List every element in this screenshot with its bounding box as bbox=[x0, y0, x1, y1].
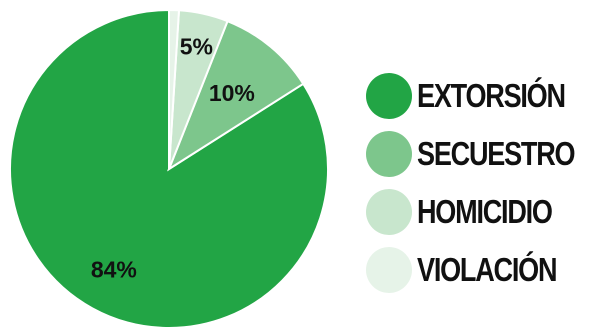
legend-item-extorsion: EXTORSIÓN bbox=[366, 67, 604, 125]
legend-swatch-extorsion bbox=[366, 73, 412, 119]
legend-item-homicidio: HOMICIDIO bbox=[366, 183, 604, 241]
data-label-homicidio: 5% bbox=[180, 33, 213, 59]
legend-label-homicidio: HOMICIDIO bbox=[417, 193, 553, 230]
legend-swatch-secuestro bbox=[366, 131, 412, 177]
legend-label-extorsion: EXTORSIÓN bbox=[417, 77, 566, 114]
legend-label-secuestro: SECUESTRO bbox=[417, 135, 576, 172]
pie-slice-secuestro bbox=[166, 19, 305, 172]
legend: EXTORSIÓN SECUESTRO HOMICIDIO VIOLACIÓN bbox=[366, 67, 604, 299]
pie-chart: 84% 10% 5% bbox=[9, 8, 329, 328]
pie-slice-violacion bbox=[168, 8, 181, 170]
legend-swatch-violacion bbox=[366, 247, 412, 293]
legend-item-violacion: VIOLACIÓN bbox=[366, 241, 604, 299]
legend-label-violacion: VIOLACIÓN bbox=[417, 251, 558, 288]
legend-swatch-homicidio bbox=[366, 189, 412, 235]
legend-item-secuestro: SECUESTRO bbox=[366, 125, 604, 183]
data-label-secuestro: 10% bbox=[209, 80, 255, 106]
data-label-extorsion: 84% bbox=[91, 256, 137, 282]
